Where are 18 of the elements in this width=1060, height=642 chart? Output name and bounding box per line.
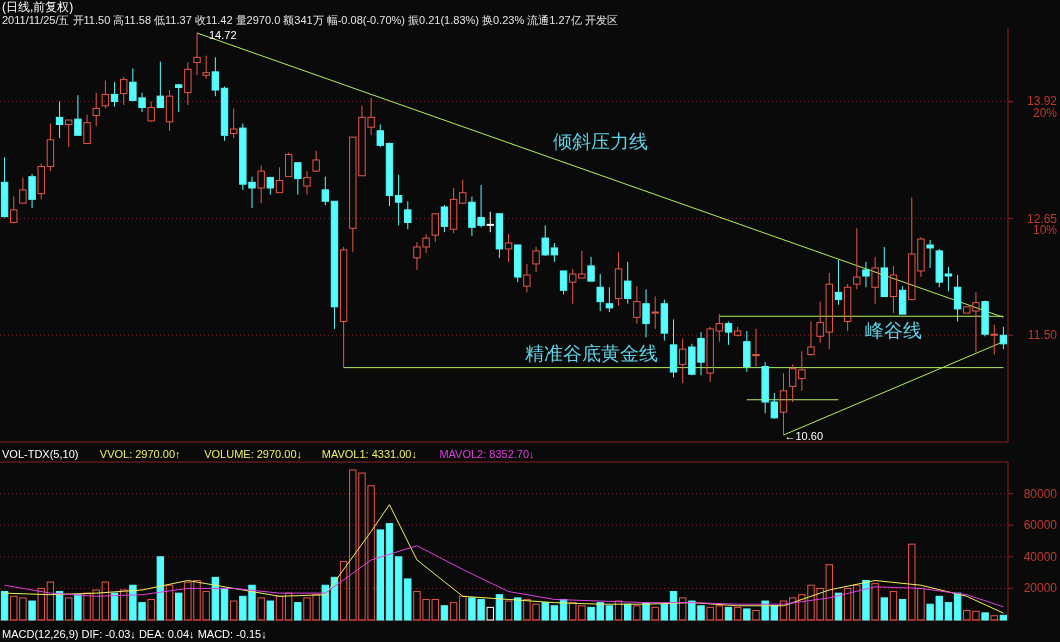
text: MACD(12,26,9) DIF: -0.03↓ DEA: 0.04↓ MACD: -0.15↓: [2, 628, 267, 640]
text: MAVOL1: 4331.00↓: [321, 448, 417, 460]
text: MAVOL2: 8352.70↓: [439, 448, 535, 460]
text: VOLUME: 2970.00↓: [204, 448, 303, 460]
legend-title: VOL-TDX(5,10): [2, 448, 79, 460]
series-label: 精准谷底黄金线: [524, 342, 658, 364]
y-tick-label: 20000: [1023, 581, 1058, 596]
text: VVOL: 2970.00↑: [99, 448, 181, 460]
chart-title: (日线,前复权): [2, 0, 74, 14]
y-tick-label: 80000: [1023, 486, 1058, 501]
series-label: 峰谷线: [865, 320, 922, 342]
series-label: 倾斜压力线: [552, 131, 648, 153]
y-tick-label: 11.50: [1027, 328, 1058, 343]
chart-subtitle: 2011/11/25/五 开11.50 高11.58 低11.37 收11.42 量2970.0 额341万 幅-0.08(-0.70%) 振0.21(1.83%) 换0.23% 流通1.27亿 开发区: [2, 14, 618, 26]
text: 14.72: [209, 29, 237, 41]
y-tick-label: 60000: [1023, 518, 1058, 533]
text: ←10.60: [784, 430, 824, 442]
y-tick-label: 40000: [1023, 549, 1058, 564]
